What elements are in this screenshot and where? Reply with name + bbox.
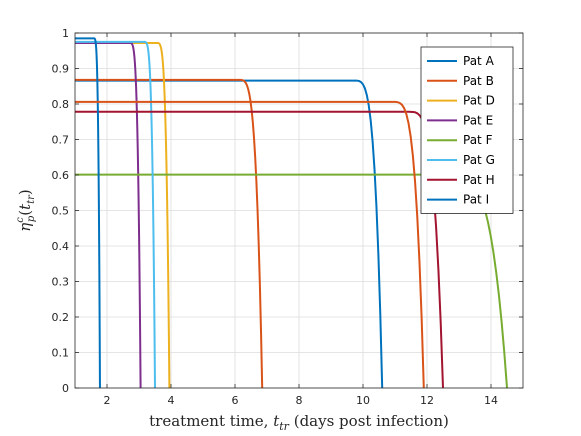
y-tick-label: 0.1	[52, 347, 70, 360]
series-line-pat-i	[75, 37, 101, 388]
ticks: 2 4 6 8 10 12 14 0 0.1 0.2 0.3 0.4 0.5 0.6 0.7 0.8 0.9 1	[52, 27, 523, 407]
y-tick-label: 1	[62, 27, 69, 40]
x-tick-label: 4	[168, 394, 175, 407]
legend: Pat A Pat B Pat D Pat E Pat F Pat G Pat H Pat I	[420, 46, 514, 214]
legend-label: Pat E	[463, 113, 493, 127]
x-tick-label: 14	[484, 394, 498, 407]
series-line-pat-g	[75, 40, 156, 388]
series-line-pat-a	[75, 79, 384, 388]
legend-label: Pat B	[463, 74, 494, 88]
y-tick-label: 0	[62, 382, 69, 395]
legend-label: Pat G	[463, 153, 495, 167]
x-tick-label: 10	[356, 394, 370, 407]
legend-label: Pat A	[463, 54, 495, 68]
y-tick-label: 0.4	[52, 240, 70, 253]
series-line-pat-h	[75, 110, 444, 388]
y-tick-label: 0.7	[52, 134, 70, 147]
series-line-pat-b	[75, 78, 264, 388]
legend-label: Pat F	[463, 133, 493, 147]
x-tick-label: 6	[232, 394, 239, 407]
y-tick-label: 0.9	[52, 63, 70, 76]
y-axis-label: ηcp(ttr)	[15, 189, 37, 232]
legend-label: Pat I	[463, 193, 489, 207]
x-tick-label: 2	[104, 394, 111, 407]
x-tick-label: 8	[296, 394, 303, 407]
series-line-unlabeled-8	[75, 100, 425, 388]
y-tick-label: 0.2	[52, 311, 70, 324]
legend-label: Pat H	[463, 173, 495, 187]
series-line-pat-e	[75, 41, 142, 388]
x-tick-label: 12	[420, 394, 434, 407]
y-tick-label: 0.6	[52, 169, 70, 182]
legend-box	[420, 46, 514, 214]
legend-label: Pat D	[463, 94, 495, 108]
y-tick-label: 0.5	[52, 205, 70, 218]
x-axis-label: treatment time, ttr (days post infection…	[149, 412, 449, 433]
y-tick-label: 0.3	[52, 276, 70, 289]
y-tick-label: 0.8	[52, 98, 70, 111]
